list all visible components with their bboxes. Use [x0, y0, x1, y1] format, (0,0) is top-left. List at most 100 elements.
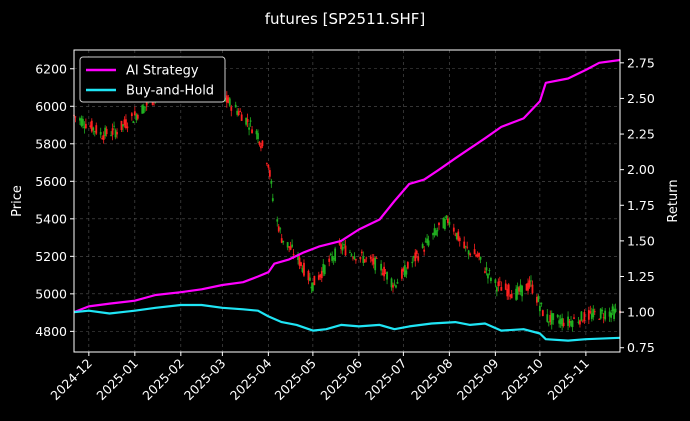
candle-body — [546, 314, 549, 322]
candle-body — [405, 270, 408, 275]
candle-body — [90, 120, 93, 132]
candle-body — [144, 106, 147, 108]
x-axis-ticks: 2024-122025-012025-022025-032025-042025-… — [47, 352, 592, 403]
candle-body — [313, 275, 316, 286]
candle-body — [510, 293, 513, 299]
candle-body — [518, 287, 521, 292]
candle-body — [372, 258, 375, 265]
candle-body — [436, 230, 439, 232]
candle-body — [126, 126, 129, 129]
candle-body — [415, 250, 418, 255]
x-tick-label: 2025-07 — [362, 356, 410, 404]
candle-body — [267, 164, 270, 168]
candle-body — [383, 266, 385, 277]
candle-body — [142, 105, 145, 114]
right-tick-label: 0.75 — [627, 340, 655, 355]
candle-body — [608, 311, 611, 317]
candle-body — [598, 319, 601, 320]
candle-body — [359, 256, 362, 260]
candle-body — [400, 269, 403, 279]
candle-body — [550, 313, 553, 325]
candle-body — [228, 98, 231, 106]
candle-body — [362, 256, 365, 263]
candle-body — [365, 257, 368, 259]
candle-body — [426, 238, 429, 244]
x-tick-label: 2025-08 — [408, 355, 456, 403]
candle-body — [414, 252, 417, 262]
candle-body — [540, 302, 543, 305]
candle-body — [101, 138, 104, 140]
candle-body — [421, 244, 424, 248]
y-axis-label-left: Price — [10, 185, 25, 217]
left-tick-label: 6200 — [35, 61, 67, 76]
candle-body — [587, 310, 590, 320]
candle-body — [549, 314, 552, 322]
candle-body — [490, 277, 492, 281]
candle-body — [303, 262, 305, 276]
candle-body — [92, 127, 95, 131]
candle-body — [125, 119, 127, 129]
left-tick-label: 5600 — [35, 174, 67, 189]
candle-body — [438, 222, 440, 226]
candle-body — [340, 244, 342, 249]
candle-body — [80, 118, 83, 126]
candle-body — [536, 296, 538, 303]
candle-body — [457, 231, 460, 241]
candle-body — [531, 284, 534, 294]
candle-body — [355, 259, 357, 261]
candle-body — [463, 241, 466, 249]
candle-body — [579, 320, 581, 325]
candle-body — [570, 321, 572, 326]
candlestick-series — [73, 71, 621, 332]
candle-body — [412, 256, 415, 258]
candle-body — [427, 240, 430, 246]
candle-body — [558, 320, 561, 324]
x-tick-label: 2025-06 — [317, 355, 365, 403]
candle-body — [571, 320, 574, 328]
legend-label-buy-and-hold: Buy-and-Hold — [126, 84, 214, 99]
candle-body — [102, 135, 105, 140]
candle-body — [122, 124, 124, 127]
x-tick-label: 2025-02 — [139, 356, 187, 404]
candle-body — [248, 127, 250, 130]
candle-body — [271, 198, 274, 201]
candle-body — [485, 267, 488, 271]
candle-body — [310, 286, 313, 289]
candle-body — [484, 271, 486, 273]
right-tick-label: 1.50 — [627, 233, 655, 248]
candle-body — [93, 131, 96, 132]
candle-body — [301, 268, 304, 272]
ai-strategy-line — [73, 58, 621, 314]
candle-body — [277, 226, 280, 232]
candle-body — [141, 105, 144, 114]
candle-body — [257, 133, 259, 140]
candle-body — [454, 234, 457, 236]
candle-body — [479, 256, 482, 260]
candle-body — [384, 272, 387, 274]
candle-body — [297, 254, 299, 261]
candle-body — [381, 273, 384, 275]
candle-body — [353, 256, 356, 260]
line-series-layer — [73, 58, 621, 342]
left-tick-label: 5200 — [35, 249, 67, 264]
candle-body — [265, 163, 268, 165]
candle-body — [386, 272, 388, 280]
plot-frame — [73, 49, 621, 353]
candle-body — [423, 249, 426, 252]
candle-body — [541, 310, 544, 317]
candle-body — [582, 321, 584, 323]
candle-body — [234, 104, 237, 108]
candle-body — [83, 126, 86, 129]
candle-body — [478, 252, 480, 257]
candle-body — [506, 288, 509, 297]
candle-body — [289, 246, 292, 250]
candle-body — [435, 230, 437, 236]
candle-body — [328, 258, 331, 262]
candle-body — [130, 113, 133, 117]
candle-body — [113, 125, 115, 127]
candle-body — [507, 284, 510, 295]
candle-body — [344, 245, 347, 256]
candle-body — [360, 251, 363, 254]
x-tick-label: 2025-05 — [271, 356, 319, 404]
